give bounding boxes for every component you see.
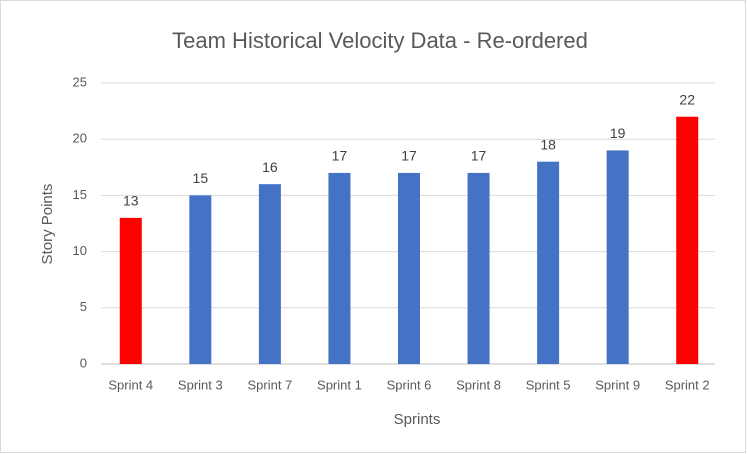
x-tick-label: Sprint 5 <box>526 377 571 392</box>
bar <box>467 172 490 364</box>
chart-title: Team Historical Velocity Data - Re-order… <box>172 28 588 53</box>
data-label: 15 <box>193 170 209 186</box>
bar <box>189 195 212 364</box>
x-tick-label: Sprint 7 <box>247 377 292 392</box>
bar <box>606 150 629 364</box>
bar <box>328 172 351 364</box>
x-tick-label: Sprint 2 <box>665 377 710 392</box>
x-tick-label: Sprint 9 <box>595 377 640 392</box>
x-tick-label: Sprint 3 <box>178 377 223 392</box>
bar <box>258 184 281 364</box>
data-label: 22 <box>679 91 695 107</box>
x-tick-label: Sprint 8 <box>456 377 501 392</box>
data-label: 18 <box>540 136 556 152</box>
data-label: 13 <box>123 193 139 209</box>
bar <box>537 161 560 364</box>
y-tick-label: 20 <box>73 131 87 146</box>
x-tick-label: Sprint 1 <box>317 377 362 392</box>
bar <box>119 217 142 364</box>
y-tick-label: 5 <box>80 299 87 314</box>
data-label: 17 <box>401 148 417 164</box>
y-tick-label: 15 <box>73 187 87 202</box>
bar <box>676 116 699 364</box>
x-tick-label: Sprint 6 <box>387 377 432 392</box>
y-tick-label: 10 <box>73 243 87 258</box>
data-label: 19 <box>610 125 626 141</box>
data-label: 16 <box>262 159 278 175</box>
y-tick-label: 25 <box>73 74 87 89</box>
bar <box>398 172 420 364</box>
data-label: 17 <box>332 148 348 164</box>
x-tick-label: Sprint 4 <box>108 377 153 392</box>
x-axis-title: Sprints <box>394 411 441 428</box>
y-tick-label: 0 <box>80 355 87 370</box>
y-axis-title: Story Points <box>39 184 56 265</box>
data-label: 17 <box>471 148 487 164</box>
